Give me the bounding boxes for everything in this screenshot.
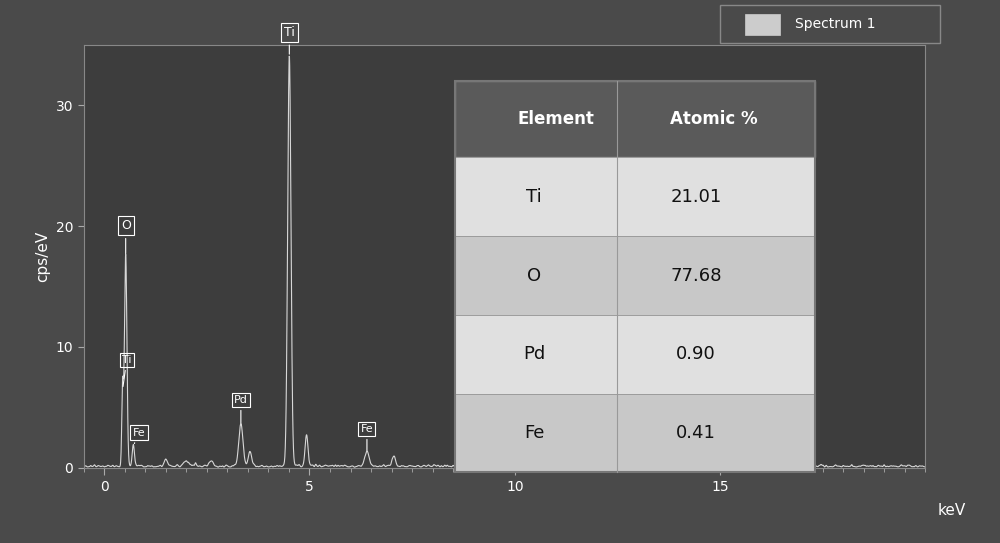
Text: Atomic %: Atomic % [670, 110, 758, 129]
Text: Ti: Ti [526, 188, 542, 206]
Text: Spectrum 1: Spectrum 1 [795, 17, 876, 31]
Text: Fe: Fe [524, 424, 544, 442]
Text: Element: Element [517, 110, 594, 129]
Text: Fe: Fe [133, 428, 145, 444]
Text: Fe: Fe [361, 424, 373, 451]
Text: Ti: Ti [284, 26, 295, 54]
Text: 0.41: 0.41 [676, 424, 716, 442]
Text: 21.01: 21.01 [671, 188, 722, 206]
Text: 77.68: 77.68 [670, 267, 722, 285]
Y-axis label: cps/eV: cps/eV [35, 231, 50, 282]
Text: Ti: Ti [122, 355, 131, 387]
Text: keV: keV [938, 503, 966, 517]
Text: Pd: Pd [234, 395, 248, 423]
Text: 0.90: 0.90 [676, 345, 716, 363]
Text: O: O [527, 267, 541, 285]
Text: O: O [121, 219, 131, 254]
Text: Pd: Pd [523, 345, 545, 363]
